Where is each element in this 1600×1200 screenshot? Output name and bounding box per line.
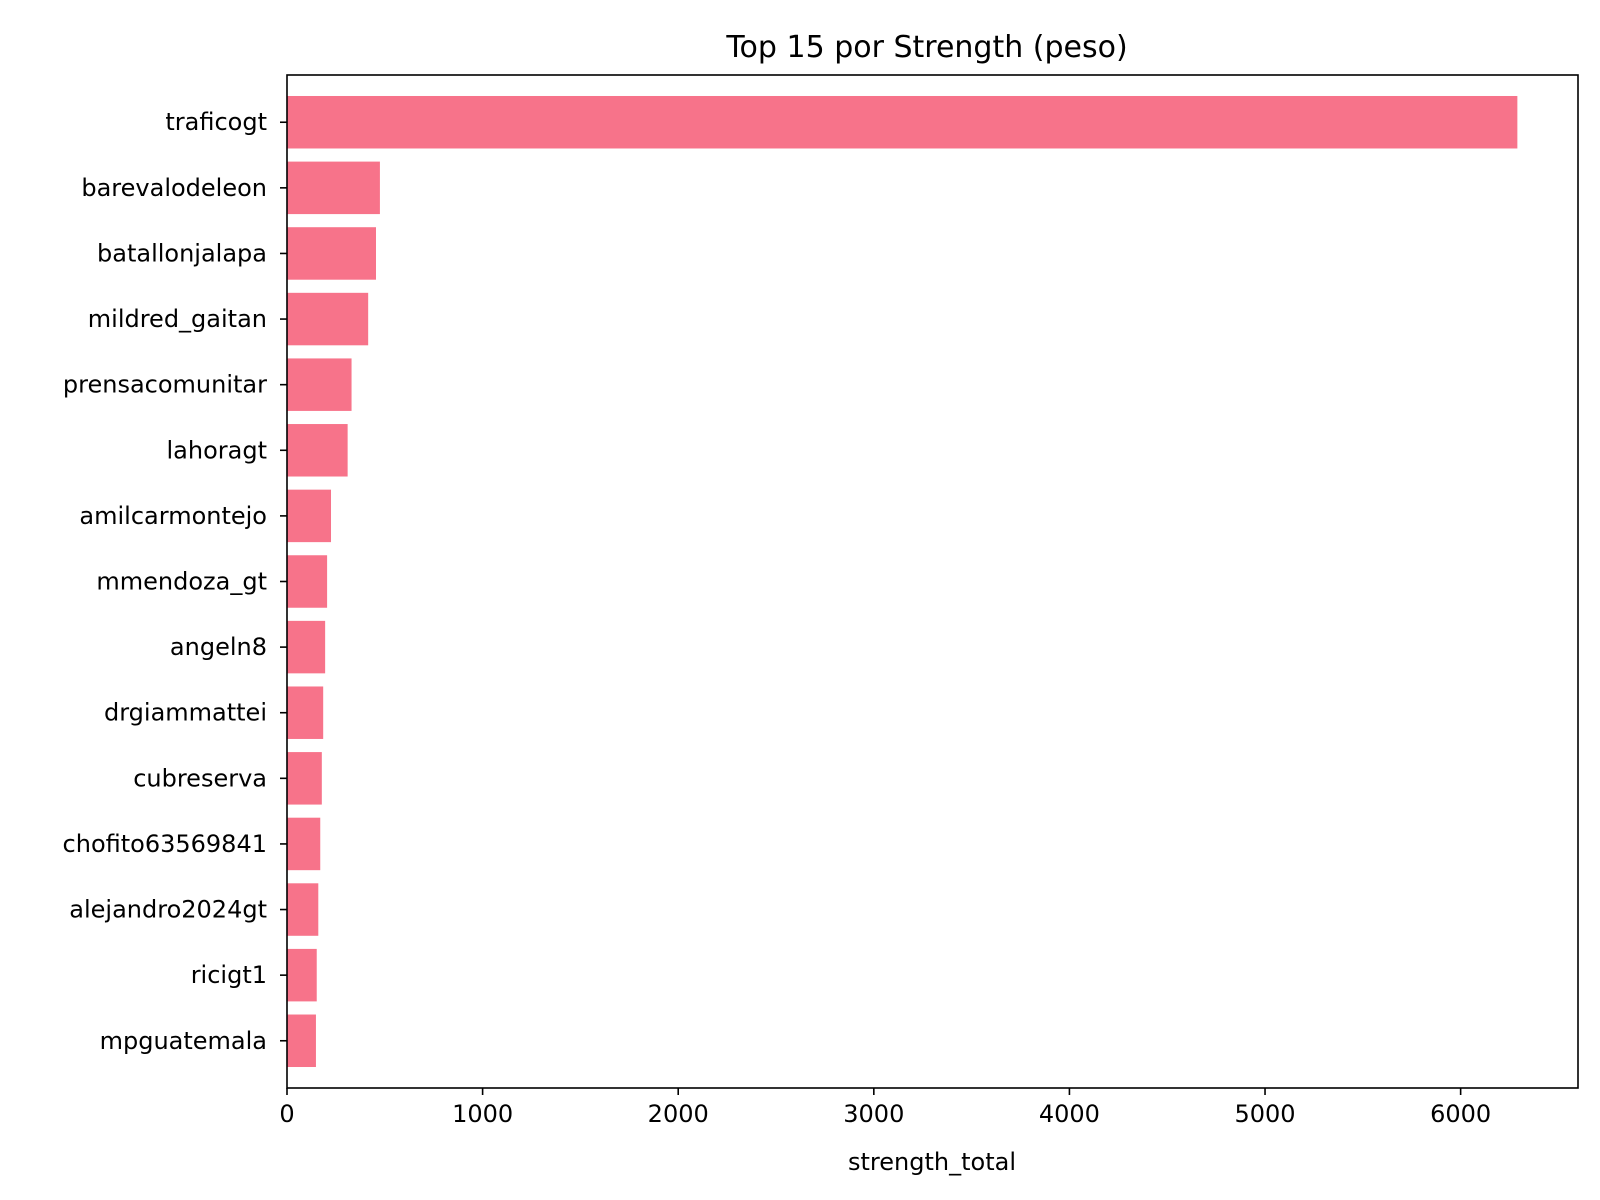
bar-batallonjalapa <box>287 227 377 280</box>
y-tick-label: angeln8 <box>170 633 267 661</box>
bar-alejandro2024gt <box>287 883 319 936</box>
y-tick-label: lahoragt <box>167 436 268 464</box>
bar-angeln8 <box>287 620 326 674</box>
bar-mmendoza_gt <box>287 555 328 608</box>
bar-lahoragt <box>287 424 348 477</box>
bar-mildred_gaitan <box>287 292 369 346</box>
y-tick-label: alejandro2024gt <box>69 896 267 924</box>
y-tick-label: mildred_gaitan <box>88 305 267 333</box>
x-tick-label: 6000 <box>1430 1100 1491 1128</box>
bar-ricigt1 <box>287 948 317 1002</box>
x-tick-label: 4000 <box>1039 1100 1100 1128</box>
y-tick-label: drgiammattei <box>104 699 267 727</box>
bar-barevalodeleon <box>287 161 380 215</box>
y-tick-label: traficogt <box>165 108 267 136</box>
y-axis-ticks: traficogt barevalodeleon batallonjalapa mil… <box>63 108 287 1055</box>
plot-frame <box>286 74 1579 1089</box>
y-tick-label: cubreserva <box>133 764 267 792</box>
y-tick-label: mpguatemala <box>100 1027 267 1055</box>
bar-traficogt <box>287 95 1518 149</box>
chart-title: Top 15 por Strength (peso) <box>725 30 1127 65</box>
x-axis-ticks: 0 1000 2000 3000 4000 5000 6000 <box>279 1088 1491 1128</box>
x-tick-label: 5000 <box>1234 1100 1295 1128</box>
x-tick-label: 0 <box>279 1100 294 1128</box>
y-tick-label: prensacomunitar <box>63 371 267 399</box>
y-tick-label: barevalodeleon <box>81 174 267 202</box>
x-axis-label: strength_total <box>848 1148 1016 1176</box>
bar-amilcarmontejo <box>287 489 332 543</box>
y-tick-label: chofito63569841 <box>63 830 267 858</box>
x-tick-label: 2000 <box>648 1100 709 1128</box>
x-tick-label: 1000 <box>452 1100 513 1128</box>
y-tick-label: batallonjalapa <box>97 239 267 267</box>
y-tick-label: amilcarmontejo <box>79 502 267 530</box>
bar-mpguatemala <box>287 1014 316 1068</box>
y-tick-label: ricigt1 <box>191 961 267 989</box>
bar-prensacomunitar <box>287 358 352 411</box>
bar-drgiammattei <box>287 686 324 739</box>
x-tick-label: 3000 <box>843 1100 904 1128</box>
bar-chofito63569841 <box>287 817 321 871</box>
y-tick-label: mmendoza_gt <box>96 568 267 596</box>
bars-group <box>287 95 1518 1068</box>
bar-cubreserva <box>287 752 322 805</box>
